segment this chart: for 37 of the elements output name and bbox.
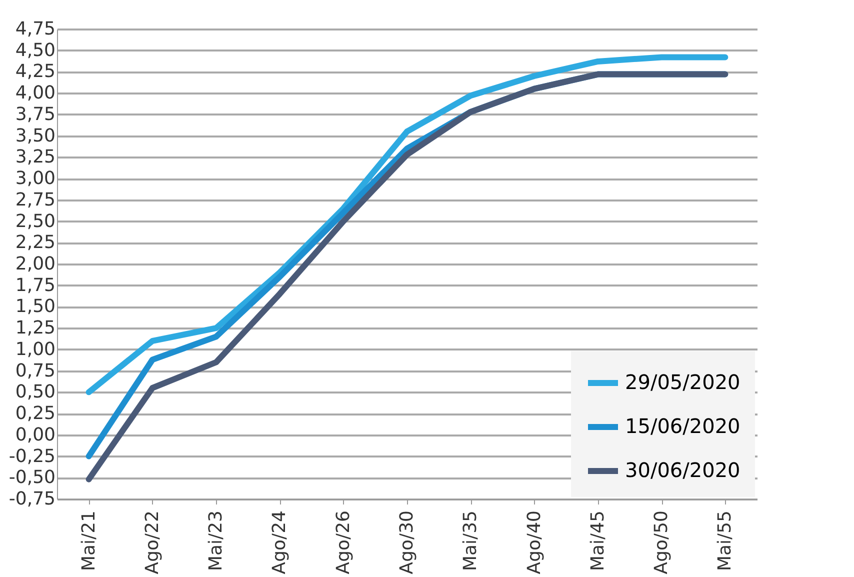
x-tick-label: Mai/35: [460, 510, 482, 572]
x-tick-label: Ago/50: [651, 510, 672, 574]
y-tick-label: 3,25: [15, 146, 56, 168]
y-tick-label: 0,25: [15, 403, 56, 424]
x-tick-label: Ago/22: [142, 510, 163, 574]
x-tick-label: Ago/30: [396, 510, 418, 574]
y-tick-label: 0,75: [15, 360, 56, 382]
y-tick-label: 4,25: [15, 61, 56, 82]
y-tick-label: -0,25: [8, 446, 56, 467]
x-tick-label: Ago/40: [524, 510, 545, 574]
x-tick-label: Mai/55: [714, 510, 736, 572]
y-tick-label: 2,50: [15, 210, 56, 232]
y-tick-label: 1,25: [15, 318, 56, 339]
y-tick-label: 0,00: [15, 424, 56, 446]
legend-label: 29/05/2020: [625, 370, 740, 394]
y-tick-label: 3,50: [15, 125, 56, 146]
y-tick-label: -0,75: [8, 488, 56, 510]
x-tick-label: Ago/26: [332, 510, 354, 574]
x-tick-label: Mai/21: [78, 510, 100, 572]
y-tick-label: 2,75: [15, 189, 56, 210]
legend-label: 15/06/2020: [625, 414, 740, 438]
y-tick-label: 4,00: [15, 82, 56, 104]
x-tick-label: Mai/23: [206, 510, 227, 572]
legend-label: 30/06/2020: [625, 458, 740, 482]
y-tick-label: 0,50: [15, 382, 56, 403]
x-tick-label: Ago/24: [269, 510, 290, 574]
y-tick-label: 2,00: [15, 254, 56, 274]
y-tick-label: -0,50: [8, 467, 56, 488]
y-tick-label: 4,50: [15, 40, 56, 61]
y-tick-label: 1,75: [15, 274, 56, 296]
y-tick-label: 3,00: [15, 168, 56, 190]
y-tick-label: 4,75: [15, 18, 56, 40]
y-tick-label: 2,25: [15, 232, 56, 254]
y-tick-label: 1,50: [15, 296, 56, 318]
y-tick-label: 1,00: [15, 338, 56, 360]
x-tick-label: Mai/45: [587, 510, 608, 572]
y-tick-label: 3,75: [15, 104, 56, 125]
